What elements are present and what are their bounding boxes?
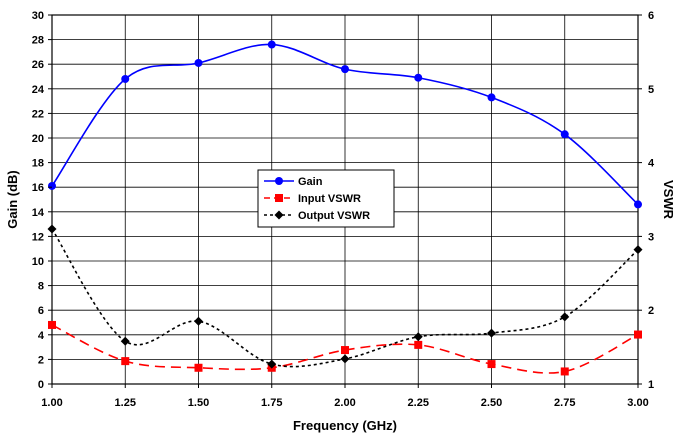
data-point xyxy=(634,200,642,209)
x-tick-label: 2.50 xyxy=(481,397,502,409)
data-point xyxy=(560,130,569,139)
data-point xyxy=(121,74,130,83)
y2-axis-title: VSWR xyxy=(661,180,673,220)
y-tick-label: 14 xyxy=(32,207,45,219)
y2-tick-label: 3 xyxy=(648,231,654,243)
y-tick-label: 4 xyxy=(38,330,45,342)
y2-tick-label: 6 xyxy=(648,10,654,22)
data-point xyxy=(341,346,349,355)
y-tick-label: 18 xyxy=(32,158,44,170)
legend-item: Input VSWR xyxy=(264,193,361,205)
data-point xyxy=(341,65,349,74)
x-tick-label: 1.00 xyxy=(41,397,62,409)
legend-label: Input VSWR xyxy=(298,193,361,205)
y-tick-label: 2 xyxy=(38,354,44,366)
data-point xyxy=(560,367,569,376)
data-point xyxy=(194,316,203,326)
y2-tick-label: 1 xyxy=(648,379,654,391)
x-tick-label: 3.00 xyxy=(627,397,648,409)
legend-marker xyxy=(275,194,283,202)
y-tick-label: 10 xyxy=(32,256,44,268)
data-point xyxy=(120,336,130,346)
x-tick-label: 2.75 xyxy=(554,397,575,409)
legend-marker xyxy=(274,210,284,220)
y-tick-label: 26 xyxy=(32,59,44,71)
data-point xyxy=(267,40,276,49)
y-tick-label: 16 xyxy=(32,182,44,194)
legend-item: Output VSWR xyxy=(264,210,370,222)
gridlines xyxy=(52,15,638,384)
legend-marker xyxy=(275,177,283,185)
data-point xyxy=(414,73,423,82)
x-tick-label: 1.50 xyxy=(188,397,209,409)
data-point xyxy=(487,93,496,102)
y-tick-label: 20 xyxy=(32,133,44,145)
x-tick-label: 2.25 xyxy=(408,397,429,409)
y-axis-title: Gain (dB) xyxy=(5,170,20,229)
legend-item: Gain xyxy=(264,176,323,188)
series-gain xyxy=(48,40,642,209)
data-point xyxy=(194,58,203,67)
data-point xyxy=(487,360,496,369)
y-tick-label: 24 xyxy=(32,84,45,96)
data-point xyxy=(413,332,423,342)
data-point xyxy=(340,354,350,364)
y-tick-label: 0 xyxy=(38,379,44,391)
data-point xyxy=(48,320,56,329)
data-point xyxy=(267,359,277,369)
y2-tick-label: 5 xyxy=(648,84,654,96)
series-output-vswr xyxy=(47,224,643,369)
x-axis-title: Frequency (GHz) xyxy=(293,418,397,433)
x-tick-label: 2.00 xyxy=(334,397,355,409)
legend: Gain Input VSWR Output VSWR xyxy=(257,169,395,228)
data-point xyxy=(194,363,203,372)
data-point xyxy=(47,224,57,234)
y-tick-label: 30 xyxy=(32,10,44,22)
y-tick-label: 22 xyxy=(32,108,44,120)
legend-label: Gain xyxy=(298,176,323,188)
y-tick-label: 6 xyxy=(38,305,44,317)
x-tick-label: 1.25 xyxy=(115,397,136,409)
x-tick-label: 1.75 xyxy=(261,397,282,409)
y-tick-label: 8 xyxy=(38,281,44,293)
data-point xyxy=(48,181,56,190)
y2-tick-label: 4 xyxy=(648,158,655,170)
data-point xyxy=(634,330,642,339)
series-line xyxy=(51,228,639,368)
legend-label: Output VSWR xyxy=(298,210,370,222)
series-layer xyxy=(47,40,643,376)
y-tick-label: 12 xyxy=(32,231,44,243)
data-point xyxy=(414,340,423,349)
data-point xyxy=(560,312,570,322)
y-tick-label: 28 xyxy=(32,35,44,47)
data-point xyxy=(633,245,643,255)
data-point xyxy=(121,357,130,366)
data-point xyxy=(487,328,496,338)
y2-tick-label: 2 xyxy=(648,305,654,317)
